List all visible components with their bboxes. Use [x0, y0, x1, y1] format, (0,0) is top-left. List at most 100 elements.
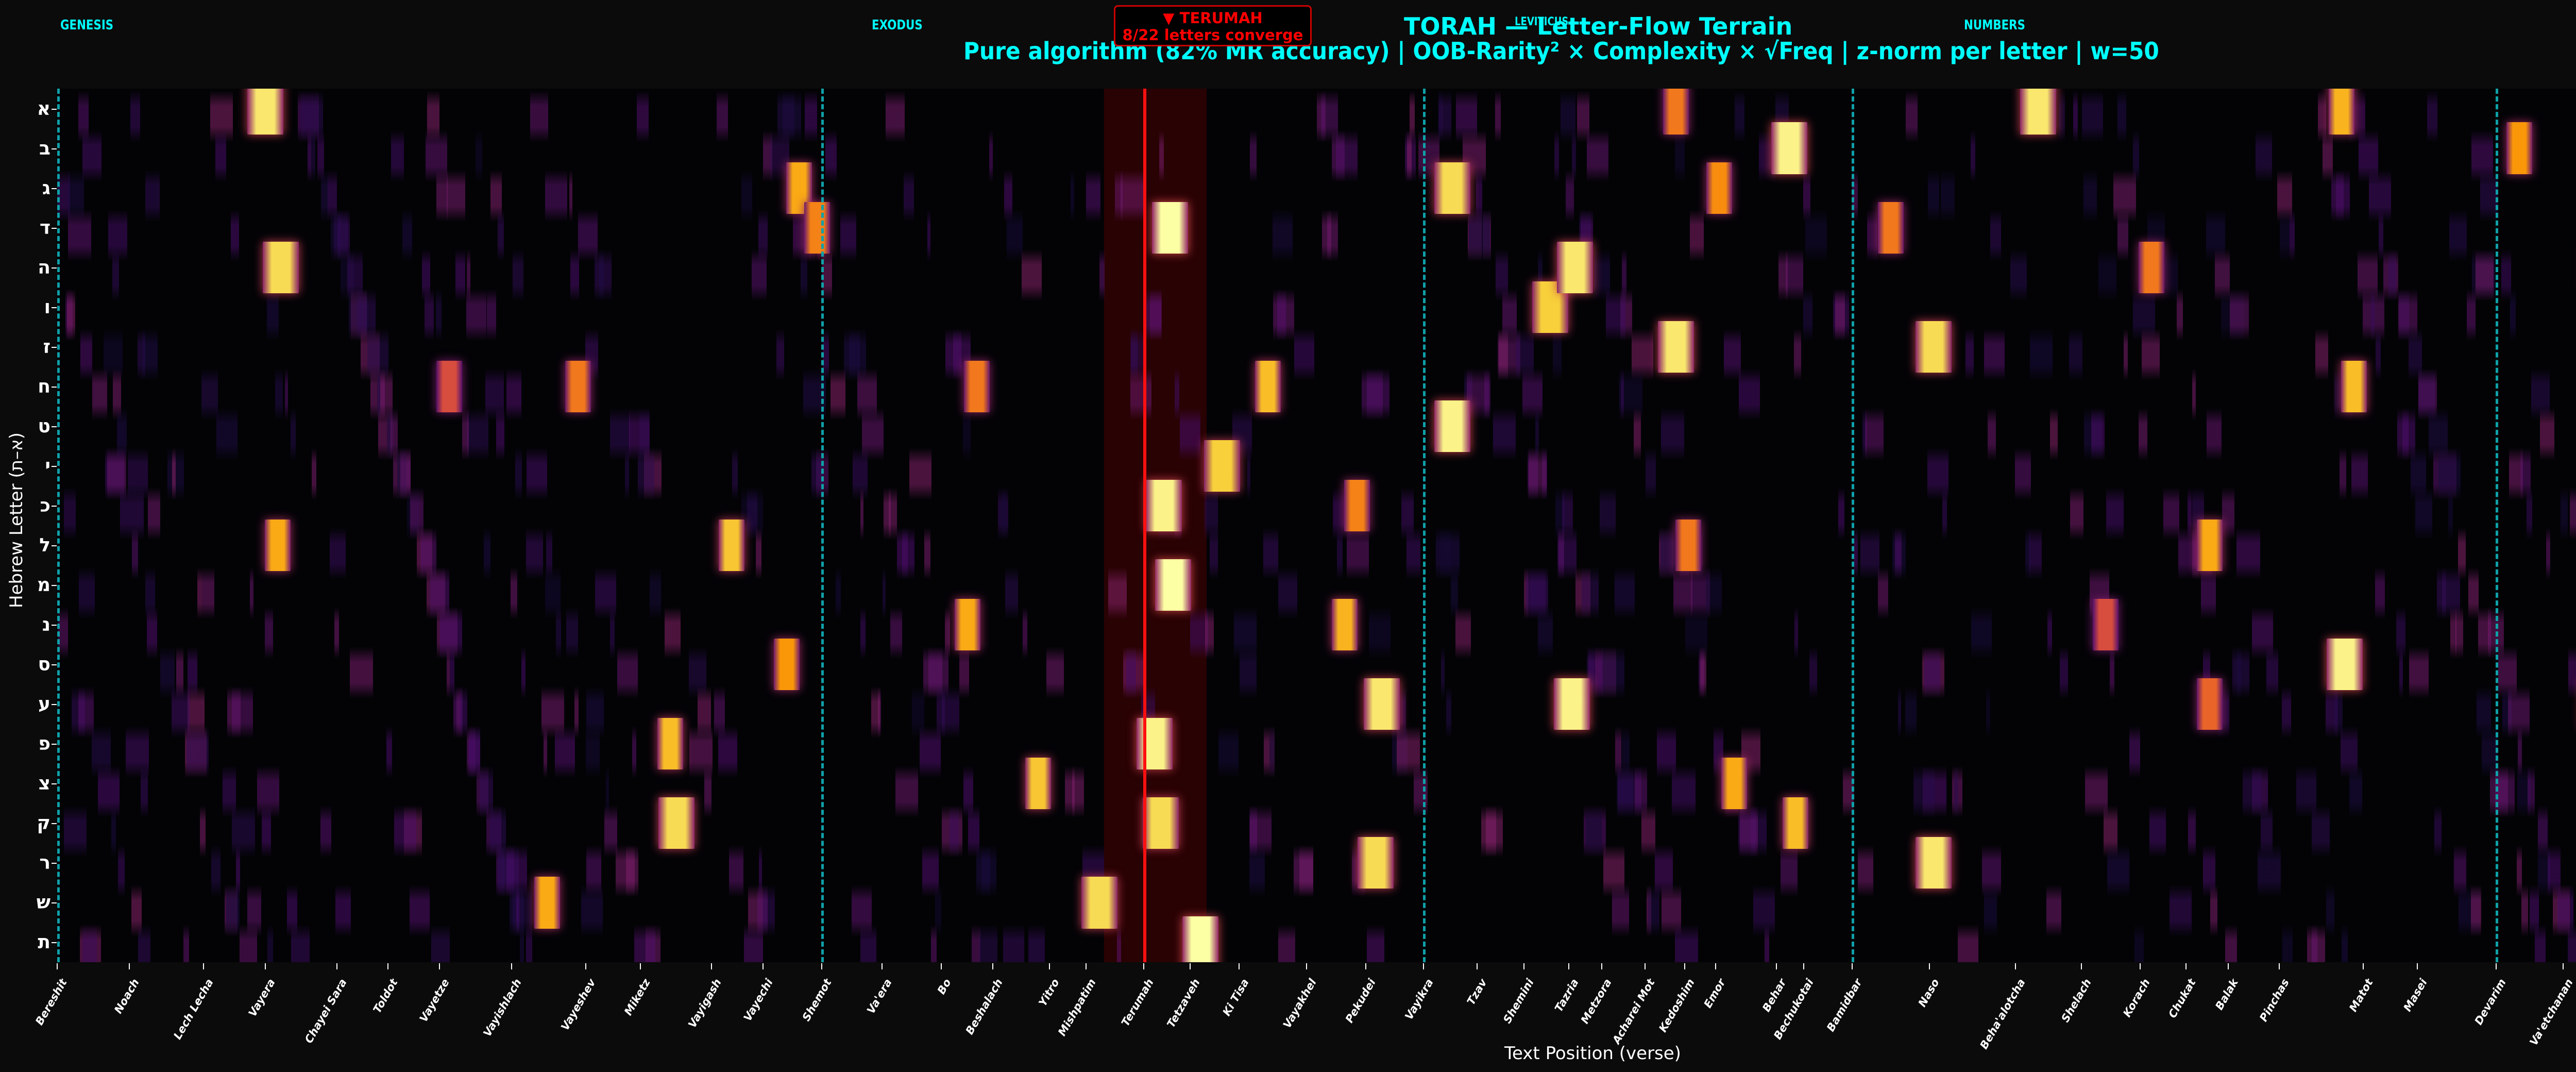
heat-cell [530, 91, 548, 143]
heat-cell [2427, 91, 2437, 143]
heat-cell [2149, 805, 2166, 857]
x-tick [1803, 963, 1805, 969]
heat-cell [230, 210, 240, 262]
heat-cell [1778, 249, 1788, 301]
heat-cell [515, 448, 522, 500]
heat-cell [545, 170, 568, 222]
y-tick [52, 188, 57, 189]
heat-cell [1988, 408, 1996, 460]
x-axis-title: Text Position (verse) [1504, 1043, 1681, 1064]
heat-cell [1451, 567, 1459, 619]
heat-cell [2282, 686, 2292, 738]
heat-cell [2323, 130, 2333, 182]
heat-cell [544, 726, 547, 778]
heat-cell [1954, 765, 1959, 817]
y-tick [52, 386, 57, 388]
x-tick-label: Tetzaveh [1164, 977, 1202, 1030]
heat-cell [1984, 329, 2005, 381]
heat-cell [744, 924, 763, 962]
x-tick-label: Vayakhel [1281, 977, 1319, 1031]
heat-cell [98, 765, 120, 817]
x-tick-label: Naso [1916, 977, 1942, 1009]
heat-cell [2070, 488, 2083, 540]
heat-cell [704, 765, 711, 817]
heat-cell [2326, 884, 2335, 937]
heat-cell [467, 408, 488, 460]
heat-cell [1180, 408, 1200, 460]
heat-cell [2317, 91, 2327, 143]
x-tick-label: Yitro [1036, 977, 1062, 1009]
x-tick-label: Masei [2401, 977, 2430, 1014]
heat-cell [1108, 567, 1127, 619]
heat-cell [1740, 805, 1758, 857]
heat-cell [1072, 765, 1084, 817]
heat-cell [460, 686, 467, 738]
heat-cell [1493, 408, 1516, 460]
x-tick [1852, 963, 1853, 969]
heat-hotspot [1344, 479, 1370, 532]
y-tick-label: מ [37, 574, 50, 596]
heat-cell [261, 805, 272, 857]
heat-cell [2375, 567, 2385, 619]
heat-cell [1337, 527, 1343, 579]
heat-cell [1753, 884, 1775, 937]
heat-cell [496, 408, 504, 460]
heat-cell [2450, 607, 2457, 659]
heat-cell [2236, 527, 2260, 579]
heat-cell [1786, 249, 1804, 301]
heat-cell [2569, 488, 2576, 540]
heat-cell [2177, 289, 2183, 341]
heat-cell [467, 249, 470, 301]
terumah-marker-line [1143, 89, 1146, 962]
heat-cell [1602, 646, 1625, 698]
heat-cell [2129, 726, 2140, 778]
heat-cell [2339, 448, 2346, 500]
x-tick [2417, 963, 2418, 969]
heat-cell [649, 567, 662, 619]
heat-cell [2030, 329, 2053, 381]
heat-cell [989, 130, 993, 182]
heat-cell [2334, 686, 2343, 738]
heat-cell [2315, 329, 2329, 381]
heat-hotspot [2197, 678, 2223, 730]
heat-cell [63, 805, 87, 857]
heat-cell [2178, 527, 2199, 579]
heat-cell [468, 726, 481, 778]
book-divider-exodus [821, 89, 824, 962]
heat-cell [1700, 646, 1706, 698]
heat-cell [585, 726, 600, 778]
y-tick-label: ו [44, 296, 50, 318]
heat-cell [1615, 726, 1621, 778]
heat-cell [1439, 91, 1451, 143]
x-tick-label: Ki Tisa [1220, 977, 1251, 1018]
heat-hotspot [1155, 559, 1191, 611]
y-tick [52, 465, 57, 467]
heat-hotspot [718, 519, 744, 572]
heat-cell [476, 130, 483, 182]
heat-cell [118, 845, 125, 897]
heat-hotspot [534, 877, 561, 929]
y-tick-label: א [37, 98, 50, 120]
heat-cell [199, 805, 206, 857]
heat-cell [2520, 448, 2531, 500]
heat-cell [176, 646, 184, 698]
heat-cell [604, 805, 617, 857]
heat-cell [1558, 527, 1565, 579]
heat-cell [2106, 488, 2124, 540]
heat-cell [776, 329, 785, 381]
heat-cell [1924, 646, 1941, 698]
heat-cell [215, 130, 226, 182]
x-tick [881, 963, 883, 969]
heat-cell [2192, 368, 2196, 421]
heat-cell [450, 646, 454, 698]
x-tick [336, 963, 337, 969]
heat-cell [1469, 210, 1490, 262]
heat-cell [490, 170, 502, 222]
heat-cell [350, 646, 373, 698]
heat-cell [811, 448, 823, 500]
y-tick-label: ש [36, 892, 50, 913]
heat-cell [116, 408, 127, 460]
heat-hotspot [955, 599, 981, 651]
heat-cell [197, 567, 202, 619]
heat-cell [67, 289, 75, 341]
